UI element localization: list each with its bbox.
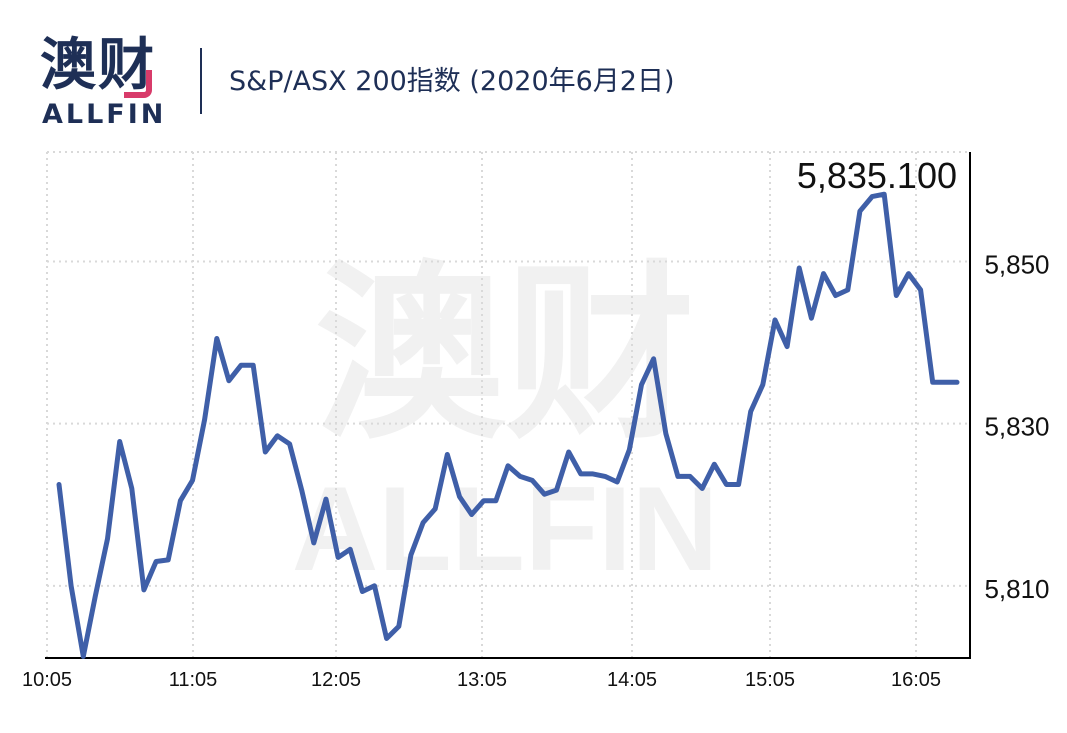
chart-title: S&P/ASX 200指数 (2020年6月2日) [229, 66, 675, 97]
watermark-cn: 澳财 [315, 244, 695, 465]
x-axis-ticks: 10:05 11:05 12:05 13:05 14:05 15:05 16:05 [22, 669, 941, 691]
y-tick-label: 5,850 [984, 249, 1049, 279]
x-tick-label: 12:05 [311, 669, 361, 691]
x-tick-label: 15:05 [745, 669, 795, 691]
x-tick-label: 11:05 [169, 669, 218, 691]
header: 澳财 ALLFIN S&P/ASX 200指数 (2020年6月2日) [0, 0, 1067, 140]
logo-cn: 澳财 [40, 33, 156, 98]
x-tick-label: 14:05 [607, 669, 657, 691]
y-tick-label: 5,810 [984, 574, 1049, 604]
last-value-label: 5,835.100 [797, 155, 957, 196]
watermark-en: ALLFIN [292, 462, 719, 596]
grid [46, 151, 970, 658]
logo-en: ALLFIN [42, 99, 167, 130]
header-divider [200, 48, 202, 114]
logo-accent-mark [124, 70, 152, 98]
x-tick-label: 10:05 [22, 669, 72, 691]
series-line [56, 191, 960, 659]
series [56, 191, 960, 659]
axes [45, 152, 971, 659]
x-tick-label: 13:05 [457, 669, 507, 691]
watermark: 澳财 ALLFIN [292, 244, 719, 596]
y-axis-ticks: 5,810 5,830 5,850 [984, 249, 1049, 603]
x-tick-label: 16:05 [891, 669, 941, 691]
y-tick-label: 5,830 [984, 412, 1049, 442]
